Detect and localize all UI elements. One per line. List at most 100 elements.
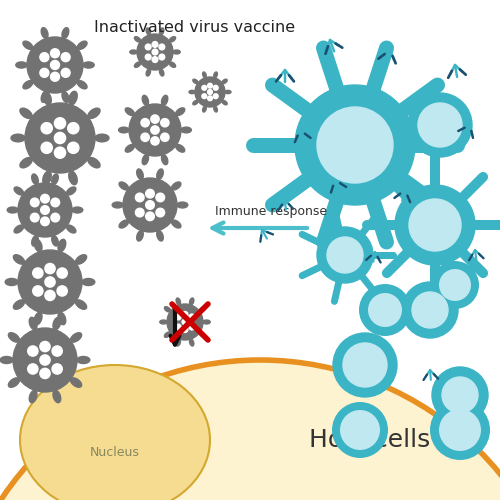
Circle shape [61, 52, 70, 62]
Circle shape [52, 364, 62, 374]
Ellipse shape [66, 225, 76, 233]
Ellipse shape [23, 41, 32, 50]
Ellipse shape [66, 187, 76, 195]
Circle shape [146, 212, 154, 220]
Circle shape [159, 44, 164, 50]
Circle shape [182, 312, 188, 318]
Ellipse shape [52, 174, 59, 184]
Ellipse shape [160, 28, 164, 35]
Circle shape [395, 185, 475, 265]
Ellipse shape [162, 154, 168, 164]
Ellipse shape [8, 332, 20, 342]
Circle shape [40, 217, 50, 226]
Circle shape [412, 292, 448, 328]
Circle shape [327, 237, 363, 273]
Circle shape [57, 286, 68, 296]
Circle shape [50, 60, 59, 70]
Ellipse shape [88, 158, 100, 168]
Circle shape [50, 49, 59, 58]
Circle shape [151, 115, 159, 123]
Ellipse shape [164, 306, 170, 312]
Circle shape [402, 282, 458, 338]
Ellipse shape [43, 92, 52, 105]
Circle shape [151, 137, 159, 145]
Ellipse shape [164, 332, 170, 338]
Ellipse shape [200, 306, 205, 312]
Circle shape [50, 72, 59, 81]
Ellipse shape [134, 62, 140, 68]
Ellipse shape [20, 158, 32, 168]
Circle shape [28, 346, 38, 356]
Ellipse shape [119, 220, 128, 228]
Circle shape [202, 86, 206, 90]
Circle shape [343, 343, 387, 387]
Ellipse shape [176, 144, 185, 152]
Ellipse shape [222, 79, 227, 84]
Circle shape [40, 194, 50, 203]
Circle shape [167, 304, 203, 340]
Circle shape [40, 368, 50, 378]
Text: Inactivated virus vaccine: Inactivated virus vaccine [94, 20, 296, 36]
Ellipse shape [5, 278, 18, 285]
Circle shape [146, 190, 154, 198]
Circle shape [340, 410, 380, 450]
Circle shape [156, 193, 164, 202]
Ellipse shape [160, 69, 164, 76]
Ellipse shape [181, 127, 192, 133]
Ellipse shape [156, 230, 164, 241]
Ellipse shape [134, 36, 140, 42]
Circle shape [317, 227, 373, 283]
Circle shape [123, 178, 177, 232]
Ellipse shape [193, 100, 198, 105]
Circle shape [146, 44, 151, 50]
Circle shape [32, 268, 43, 278]
Circle shape [51, 213, 60, 222]
Ellipse shape [82, 278, 95, 285]
Circle shape [208, 84, 212, 88]
Ellipse shape [200, 332, 205, 338]
Ellipse shape [136, 169, 143, 179]
Ellipse shape [34, 312, 42, 324]
Circle shape [208, 90, 212, 94]
Circle shape [45, 277, 55, 287]
Ellipse shape [34, 240, 42, 252]
Circle shape [152, 56, 158, 62]
Circle shape [40, 355, 50, 365]
Ellipse shape [222, 100, 227, 105]
Circle shape [40, 52, 49, 62]
Ellipse shape [189, 90, 195, 94]
Ellipse shape [20, 108, 32, 118]
Circle shape [129, 104, 181, 156]
Circle shape [409, 199, 461, 251]
Ellipse shape [88, 108, 100, 118]
Circle shape [430, 400, 490, 460]
Circle shape [41, 122, 52, 134]
Circle shape [18, 250, 82, 314]
Circle shape [151, 126, 159, 134]
Ellipse shape [176, 108, 185, 116]
Ellipse shape [203, 320, 210, 324]
Circle shape [57, 268, 68, 278]
Circle shape [51, 198, 60, 207]
Circle shape [202, 94, 206, 98]
Circle shape [156, 208, 164, 217]
Ellipse shape [170, 36, 175, 42]
Circle shape [13, 328, 77, 392]
Ellipse shape [193, 79, 198, 84]
Ellipse shape [136, 230, 143, 241]
Circle shape [159, 54, 164, 60]
Circle shape [45, 290, 55, 300]
Circle shape [152, 42, 158, 48]
Circle shape [359, 284, 411, 336]
Ellipse shape [62, 28, 69, 38]
Circle shape [189, 314, 194, 320]
Ellipse shape [70, 332, 82, 342]
Circle shape [432, 367, 488, 423]
Circle shape [317, 107, 393, 183]
Circle shape [160, 133, 169, 141]
Ellipse shape [58, 312, 66, 324]
Circle shape [68, 122, 79, 134]
Ellipse shape [176, 339, 180, 346]
Circle shape [333, 333, 397, 397]
Circle shape [136, 193, 144, 202]
